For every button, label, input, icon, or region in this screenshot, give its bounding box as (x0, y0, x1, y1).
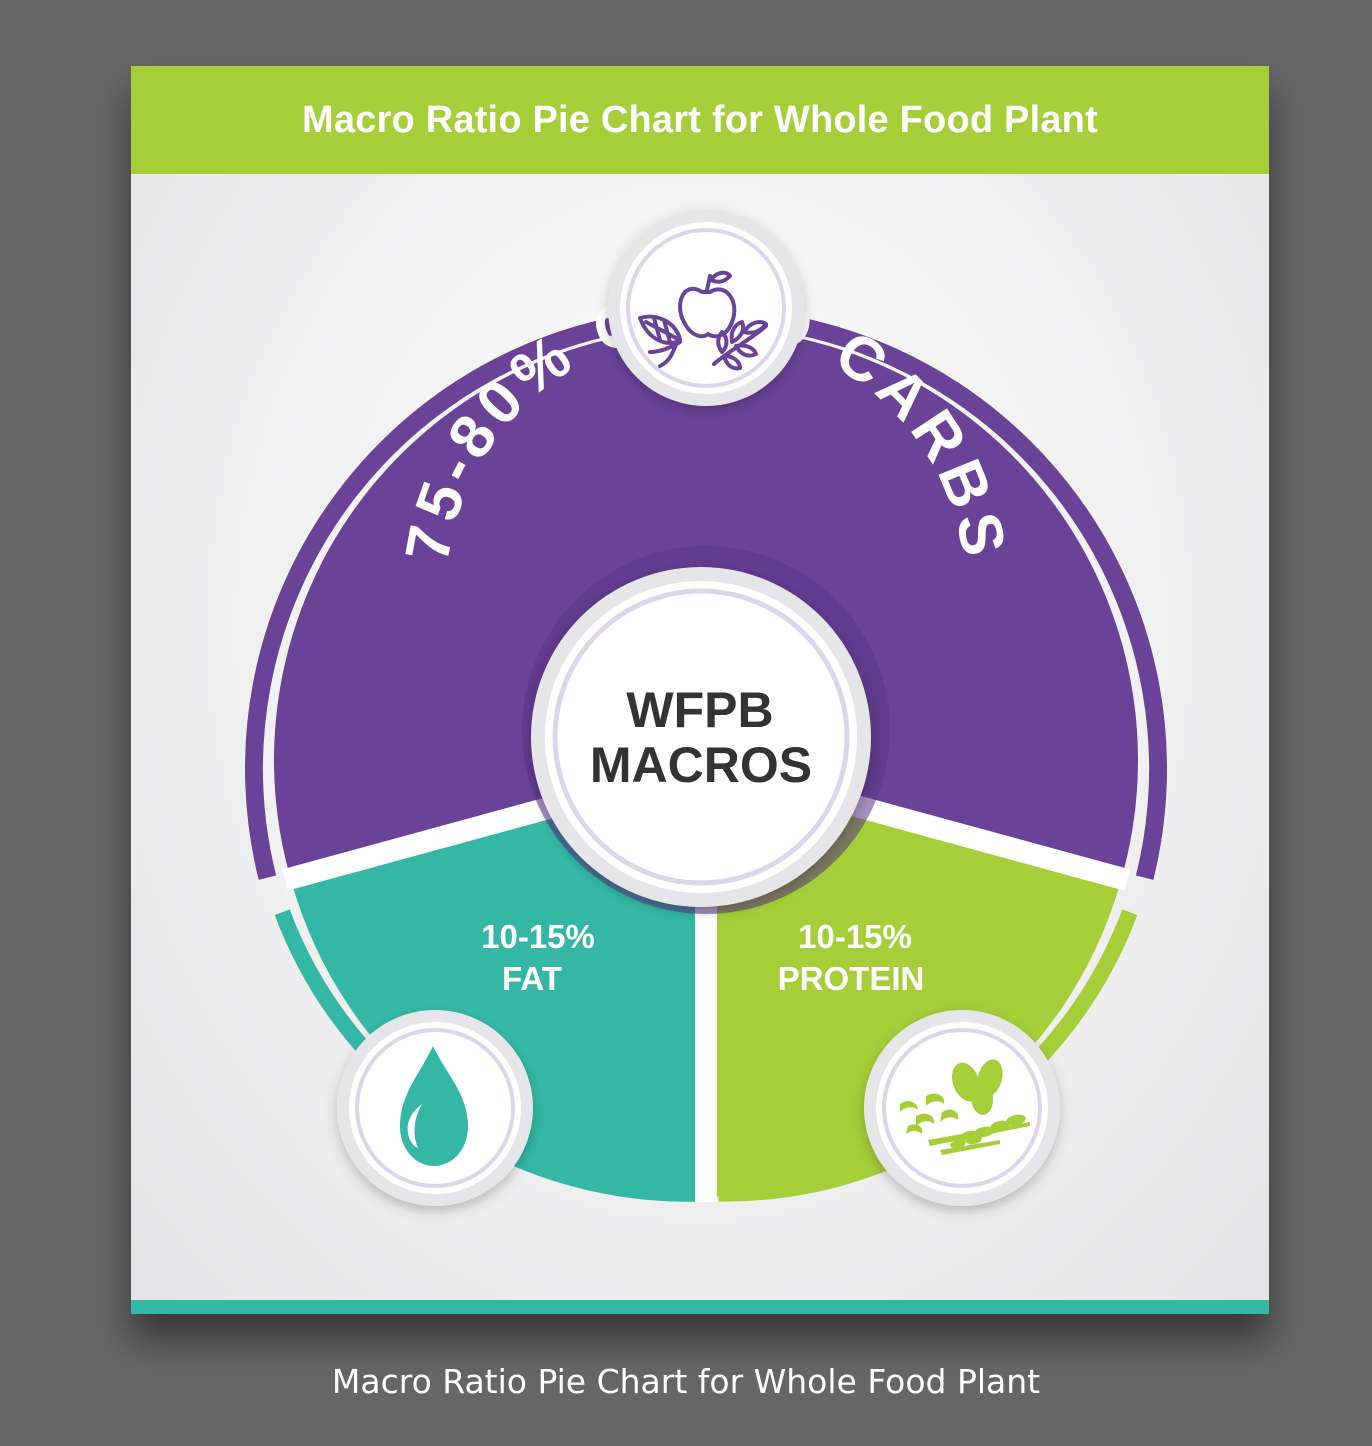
nuts-legumes-icon (900, 1059, 1030, 1155)
center-badge (531, 567, 871, 907)
page-title: Macro Ratio Pie Chart for Whole Food Pla… (302, 98, 1098, 141)
center-label-line2: MACROS (590, 737, 812, 793)
header-banner: Macro Ratio Pie Chart for Whole Food Pla… (131, 66, 1269, 174)
produce-icon (638, 270, 768, 371)
protein-icon-badge (864, 1010, 1060, 1206)
center-label-line1: WFPB (626, 682, 773, 738)
footer-stripe (131, 1300, 1269, 1314)
protein-percent-label: 10-15% (798, 918, 912, 955)
image-caption: Macro Ratio Pie Chart for Whole Food Pla… (331, 1362, 1041, 1401)
fat-name-label: FAT (502, 960, 562, 997)
fat-percent-label: 10-15% (481, 918, 595, 955)
carbs-icon-badge (608, 210, 804, 406)
protein-name-label: PROTEIN (778, 960, 925, 997)
water-drop-icon (400, 1046, 468, 1166)
